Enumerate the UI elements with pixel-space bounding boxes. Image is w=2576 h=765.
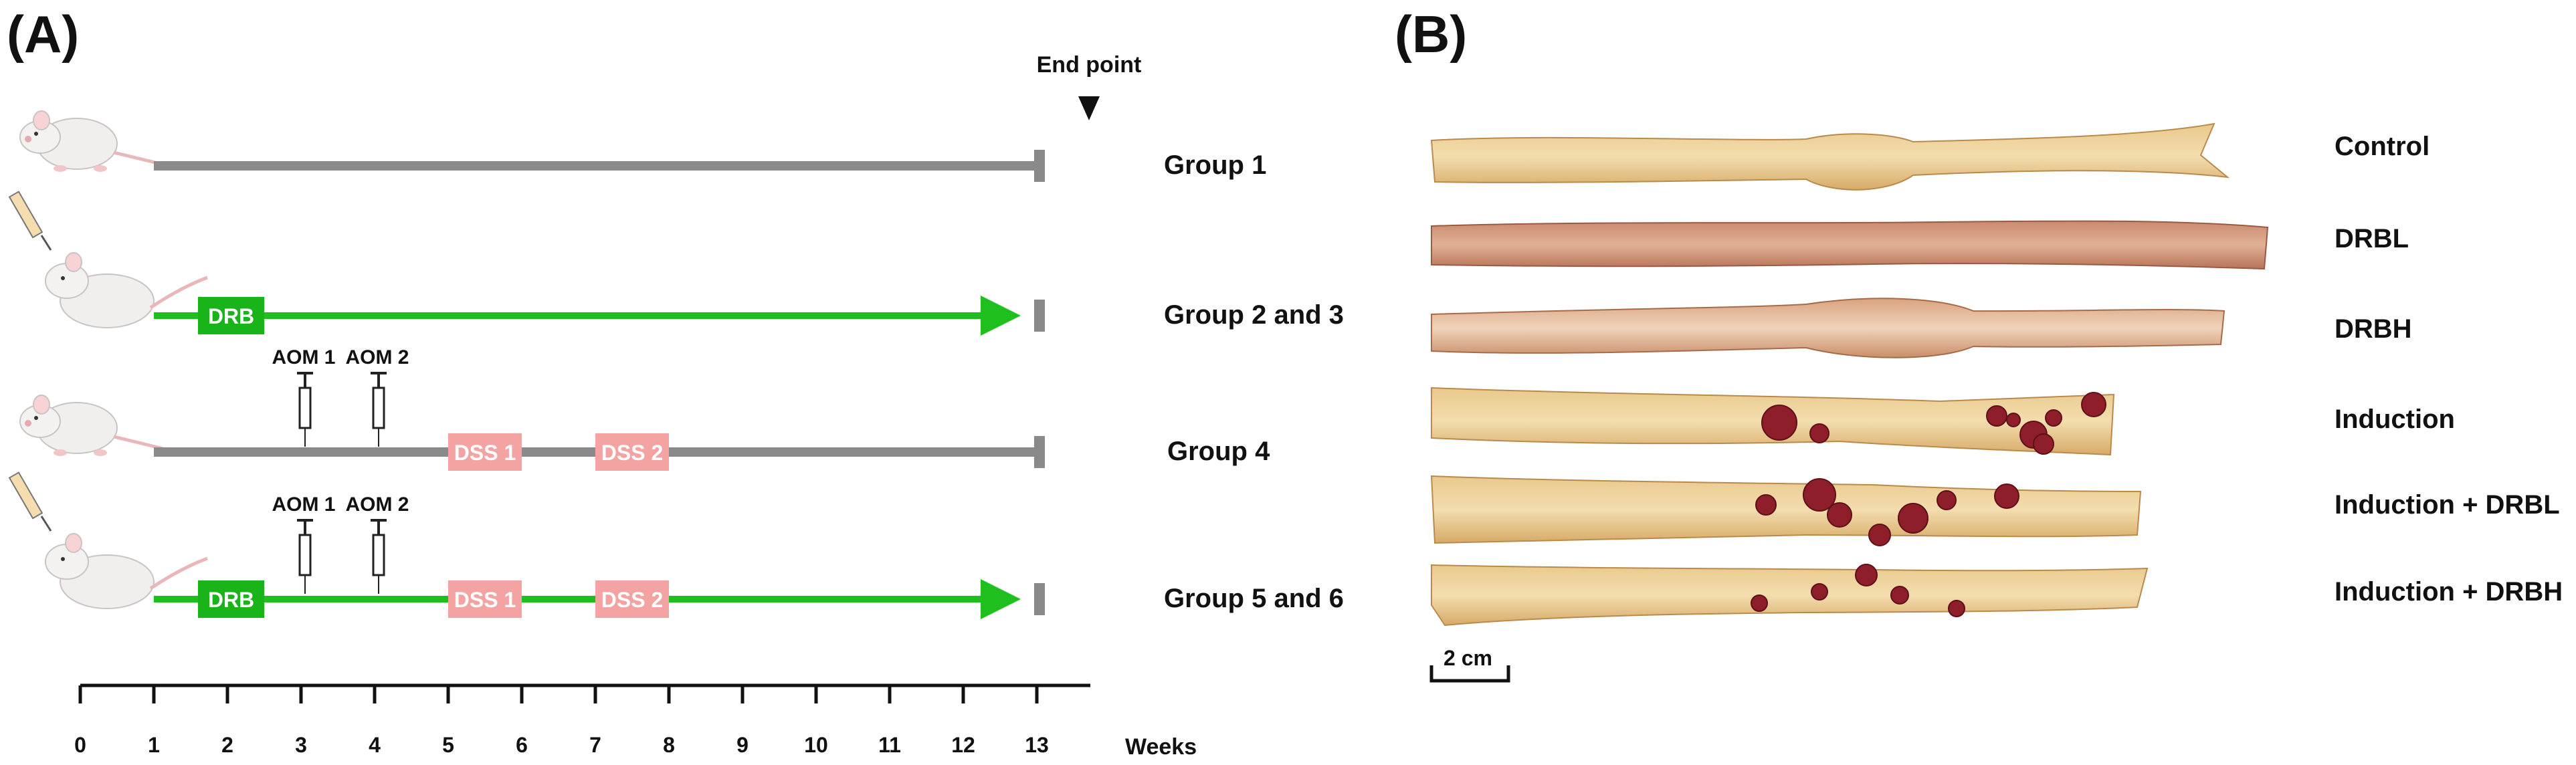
mouse-icon-group-4 bbox=[19, 395, 175, 456]
drb-box bbox=[198, 297, 264, 334]
axis-tick-label: 9 bbox=[736, 733, 749, 757]
axis-tick-label: 3 bbox=[295, 733, 307, 757]
scale-bar-line bbox=[1429, 665, 1510, 683]
colon-induction-drbl bbox=[1430, 475, 2142, 544]
mouse-icon-group-1 bbox=[19, 110, 175, 172]
tumor-nodule bbox=[1809, 423, 1829, 443]
tumor-nodule bbox=[1751, 594, 1768, 612]
dss-label: DSS 1 bbox=[454, 588, 516, 612]
dss-label: DSS 2 bbox=[601, 588, 663, 612]
axis-tick-label: 8 bbox=[663, 733, 675, 757]
dss-label: DSS 1 bbox=[454, 441, 516, 465]
tumor-nodule bbox=[1868, 524, 1891, 546]
tumor-nodule bbox=[1827, 502, 1852, 528]
group-label-2: Group 2 and 3 bbox=[1164, 300, 1344, 330]
group-label-1: Group 1 bbox=[1164, 150, 1266, 180]
tumor-nodule bbox=[1755, 494, 1777, 516]
tumor-nodule bbox=[1890, 586, 1909, 605]
drb-box bbox=[198, 580, 264, 618]
tumor-nodule bbox=[2045, 409, 2062, 427]
end-cap bbox=[1034, 583, 1045, 615]
axis-tick-label: 5 bbox=[442, 733, 454, 757]
dss-box-2 bbox=[595, 433, 669, 471]
sample-label: DRBL bbox=[2335, 224, 2409, 253]
panel-b-label: (B) bbox=[1395, 5, 1467, 64]
sample-label: DRBH bbox=[2335, 314, 2412, 344]
sample-label: Induction + DRBL bbox=[2335, 490, 2560, 520]
timeline-group-1: Group 1 bbox=[154, 150, 1266, 182]
sample-label: Induction + DRBH bbox=[2335, 577, 2563, 607]
end-point-arrow-icon bbox=[1078, 96, 1100, 120]
end-cap bbox=[1034, 300, 1045, 332]
group-label-4: Group 5 and 6 bbox=[1164, 584, 1344, 613]
syringe-icon bbox=[371, 519, 387, 594]
tumor-nodule bbox=[2006, 413, 2021, 427]
scale-bar: 2 cm bbox=[1429, 646, 1510, 683]
dss-box-1 bbox=[448, 580, 522, 618]
panel-a-label: (A) bbox=[7, 5, 79, 64]
tumor-nodule bbox=[1803, 478, 1836, 512]
tumor-nodule bbox=[1994, 483, 2019, 509]
aom-label-1: AOM 1 bbox=[272, 494, 335, 516]
tumor-nodule bbox=[1948, 600, 1965, 617]
mouse-syringe-icon-group-5 bbox=[8, 471, 208, 609]
timeline-group-2: DRB Group 2 and 3 bbox=[154, 296, 1344, 336]
axis-unit-label: Weeks bbox=[1125, 734, 1197, 760]
axis-tick-label: 7 bbox=[589, 733, 601, 757]
syringe-icon bbox=[297, 372, 313, 447]
scale-bar-label: 2 cm bbox=[1444, 646, 1492, 670]
tumor-nodule bbox=[1937, 490, 1957, 510]
tumor-nodule bbox=[1811, 583, 1828, 600]
syringe-icon bbox=[297, 519, 313, 594]
end-cap bbox=[1034, 150, 1045, 182]
tumor-nodule bbox=[1855, 564, 1878, 586]
mouse-syringe-icon-group-2 bbox=[8, 191, 208, 328]
colon-control bbox=[1430, 122, 2230, 191]
sample-label: Control bbox=[2335, 132, 2430, 161]
tumor-nodule bbox=[2033, 433, 2054, 455]
drb-label: DRB bbox=[208, 588, 254, 612]
tumor-nodule bbox=[1761, 405, 1797, 441]
panel-b: (B) Control DRBL DRBH Induction Induction + … bbox=[1395, 5, 2563, 683]
axis-tick-label: 13 bbox=[1025, 733, 1049, 757]
axis-tick-label: 2 bbox=[221, 733, 233, 757]
end-cap bbox=[1034, 436, 1045, 468]
dss-box-1 bbox=[448, 433, 522, 471]
colon-drbl bbox=[1431, 220, 2269, 270]
colon-drbh bbox=[1431, 298, 2225, 358]
drb-label: DRB bbox=[208, 304, 254, 328]
sample-labels: Control DRBL DRBH Induction Induction + DRBL… bbox=[2335, 132, 2563, 607]
tumor-nodule bbox=[1898, 503, 1928, 534]
axis-tick-label: 12 bbox=[951, 733, 975, 757]
group-label-3: Group 4 bbox=[1167, 437, 1270, 466]
dss-label: DSS 2 bbox=[601, 441, 663, 465]
axis-tick-label: 6 bbox=[516, 733, 528, 757]
axis-tick-label: 4 bbox=[369, 733, 381, 757]
panel-a: (A) End point bbox=[7, 5, 1344, 760]
aom-label-1: AOM 1 bbox=[272, 346, 335, 368]
timeline-group-4: DRB DSS 1 DSS 2 AOM 1 AOM 2 Group 5 and 6 bbox=[154, 494, 1344, 619]
axis-tick-label: 11 bbox=[878, 733, 901, 757]
timeline-group-3: DSS 1 DSS 2 AOM 1 AOM 2 Group 4 bbox=[154, 346, 1270, 471]
axis-tick-label: 10 bbox=[804, 733, 828, 757]
timelines: Group 1 DRB Group 2 and 3 DSS 1 DSS 2 AOM 1 AO… bbox=[154, 150, 1344, 619]
tumors bbox=[1751, 392, 2106, 617]
end-point-label: End point bbox=[1037, 52, 1142, 78]
sample-label: Induction bbox=[2335, 405, 2455, 434]
tumor-nodule bbox=[2081, 392, 2106, 417]
dss-box-2 bbox=[595, 580, 669, 618]
aom-label-2: AOM 2 bbox=[345, 346, 409, 368]
axis-tick-label: 0 bbox=[74, 733, 86, 757]
syringe-icon bbox=[371, 372, 387, 447]
aom-label-2: AOM 2 bbox=[345, 494, 409, 516]
weeks-axis: 0 1 2 3 4 5 6 7 8 9 10 11 12 13 bbox=[74, 683, 1090, 757]
tumor-nodule bbox=[1986, 405, 2007, 427]
colon-induction-drbh bbox=[1431, 564, 2149, 627]
axis-tick-label: 1 bbox=[148, 733, 160, 757]
